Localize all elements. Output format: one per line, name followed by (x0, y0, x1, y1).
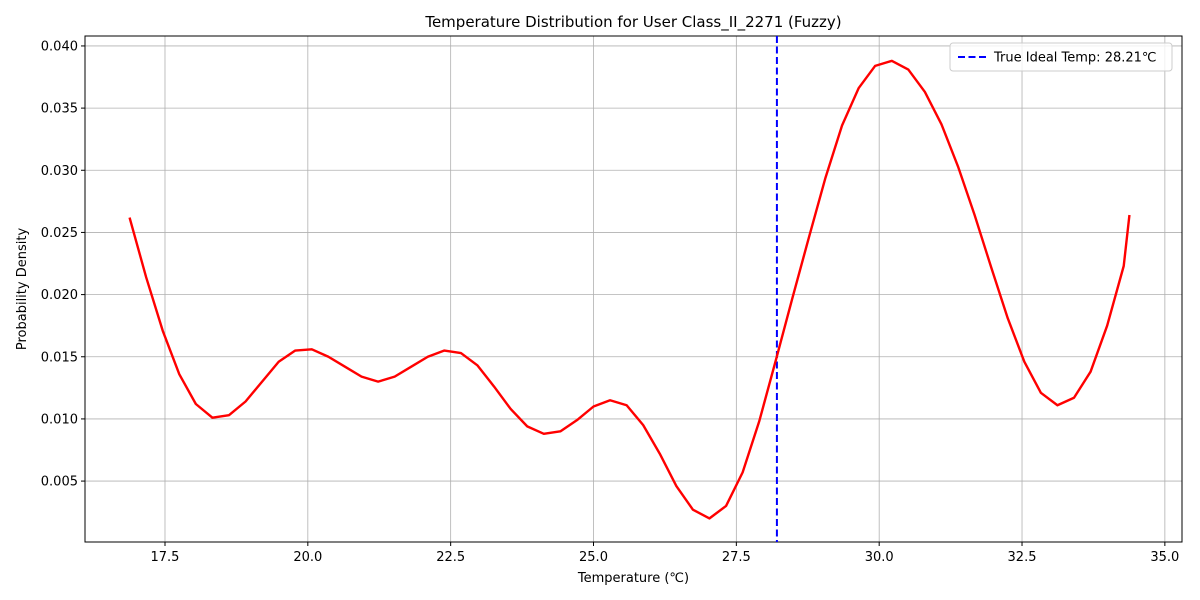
x-axis-label: Temperature (℃) (577, 571, 689, 586)
y-axis: 0.005 0.010 0.015 0.020 0.025 0.030 0.035 0.040 (41, 39, 85, 490)
legend-label-ideal-temp: True Ideal Temp: 28.21℃ (993, 51, 1157, 66)
y-tick-label: 0.010 (41, 412, 78, 427)
x-tick-label: 22.5 (436, 550, 465, 565)
legend-box (949, 42, 1173, 72)
y-tick-label: 0.040 (41, 39, 78, 54)
chart-title: Temperature Distribution for User Class_… (424, 13, 841, 32)
y-tick-label: 0.015 (41, 350, 78, 365)
plot-area (84, 35, 1183, 543)
x-tick-label: 32.5 (1008, 550, 1037, 565)
x-tick-label: 25.0 (579, 550, 608, 565)
x-axis: 17.5 20.0 22.5 25.0 27.5 30.0 32.5 35.0 (151, 542, 1179, 565)
x-tick-label: 27.5 (722, 550, 751, 565)
x-tick-label: 17.5 (151, 550, 180, 565)
x-tick-label: 20.0 (293, 550, 322, 565)
y-tick-label: 0.005 (41, 475, 78, 490)
density-curve (128, 59, 1131, 520)
x-tick-label: 35.0 (1150, 550, 1179, 565)
y-axis-label: Probability Density (15, 228, 30, 351)
y-tick-label: 0.035 (41, 102, 78, 117)
grid (85, 36, 1182, 542)
legend: True Ideal Temp: 28.21℃ (949, 42, 1173, 72)
y-tick-label: 0.030 (41, 164, 78, 179)
y-tick-label: 0.020 (41, 288, 78, 303)
x-tick-label: 30.0 (865, 550, 894, 565)
y-tick-label: 0.025 (41, 226, 78, 241)
